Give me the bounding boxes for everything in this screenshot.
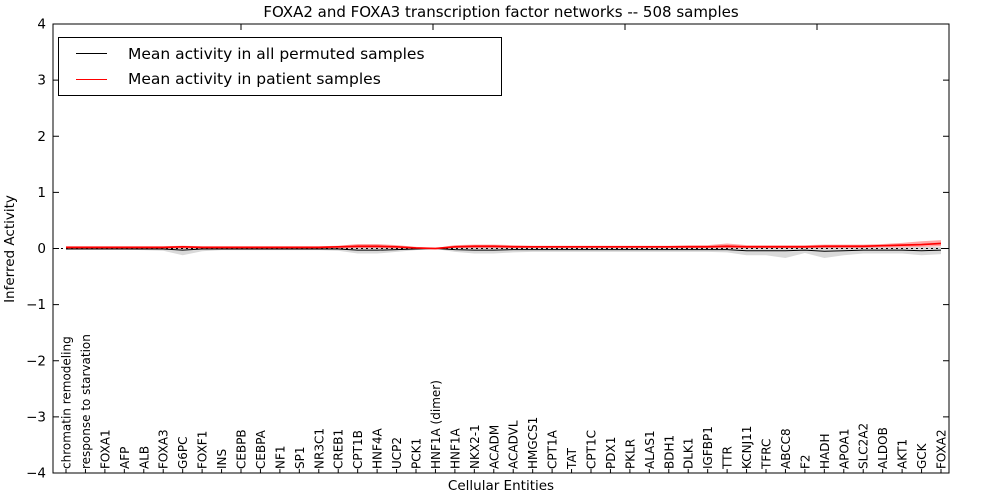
x-tick-label: NF1 — [273, 445, 287, 469]
y-tick-label: −2 — [26, 353, 46, 369]
x-tick-label: ALB — [137, 446, 151, 469]
x-tick-label: SP1 — [293, 447, 307, 470]
patient-mean-line — [66, 242, 942, 250]
x-tick-label: AKT1 — [896, 439, 910, 469]
x-tick-label: SLC2A2 — [857, 423, 871, 469]
x-tick-label: TFRC — [760, 439, 774, 470]
x-tick-label: response to starvation — [79, 334, 93, 469]
chart-title: FOXA2 and FOXA3 transcription factor net… — [263, 3, 739, 21]
x-tick-label: HNF4A — [371, 427, 385, 469]
x-tick-label: PCK1 — [410, 438, 424, 469]
x-tick-label: TTR — [721, 446, 735, 470]
x-tick-label: ACADM — [487, 425, 501, 469]
y-axis-label: Inferred Activity — [2, 195, 18, 303]
legend-label: Mean activity in all permuted samples — [128, 44, 425, 63]
x-tick-label: KCNJ11 — [740, 426, 754, 469]
x-tick-label: CEBPA — [254, 429, 268, 469]
permuted-mean-line — [66, 247, 942, 252]
legend-line-sample-black — [76, 53, 107, 55]
legend-item-permuted: Mean activity in all permuted samples — [59, 42, 501, 66]
legend-line-sample-red — [76, 78, 107, 80]
x-tick-label: CPT1A — [546, 429, 560, 469]
y-tick-label: −4 — [26, 466, 46, 482]
x-tick-label: HNF1A — [448, 427, 462, 469]
y-tick-label: 3 — [37, 73, 46, 89]
x-tick-label: IGFBP1 — [701, 426, 715, 469]
x-tick-label: FOXA1 — [98, 429, 112, 469]
legend-label: Mean activity in patient samples — [128, 70, 381, 89]
x-tick-label: TAT — [565, 447, 579, 470]
y-tick-label: −1 — [26, 297, 46, 313]
x-tick-label: FOXF1 — [196, 431, 210, 469]
x-tick-label: HMGCS1 — [526, 417, 540, 469]
x-tick-label: CREB1 — [332, 429, 346, 469]
x-tick-label: BDH1 — [662, 435, 676, 469]
x-tick-label: NR3C1 — [312, 428, 326, 469]
y-tick-label: 0 — [37, 241, 46, 257]
x-tick-label: FOXA3 — [157, 429, 171, 469]
x-tick-label: ALAS1 — [643, 430, 657, 469]
x-tick-label: CPT1C — [585, 430, 599, 469]
x-tick-label: G6PC — [176, 436, 190, 469]
x-tick-label: HNF1A (dimer) — [429, 380, 443, 469]
y-tick-label: 2 — [37, 129, 46, 145]
y-tick-label: 1 — [37, 185, 46, 201]
x-tick-label: CEBPB — [235, 429, 249, 469]
x-tick-label: CPT1B — [351, 430, 365, 469]
legend: Mean activity in all permuted samples Me… — [58, 37, 502, 96]
x-tick-label: ALDOB — [876, 427, 890, 469]
x-tick-label: ABCC8 — [779, 428, 793, 469]
x-tick-label: chromatin remodeling — [60, 336, 74, 469]
x-tick-label: PKLR — [623, 439, 637, 469]
x-tick-label: F2 — [798, 454, 812, 469]
x-tick-label: PDX1 — [604, 437, 618, 469]
legend-item-patient: Mean activity in patient samples — [59, 67, 501, 91]
x-tick-label: FOXA2 — [935, 429, 949, 469]
x-tick-label: HADH — [818, 434, 832, 470]
x-tick-label: APOA1 — [837, 428, 851, 469]
x-tick-label: AFP — [118, 447, 132, 469]
x-tick-label: DLK1 — [682, 438, 696, 469]
x-tick-label: ACADVL — [507, 420, 521, 469]
y-tick-label: −3 — [26, 409, 46, 425]
x-tick-label: GCK — [915, 442, 929, 469]
y-tick-label: 4 — [37, 17, 46, 33]
x-axis-label: Cellular Entities — [447, 478, 555, 494]
x-tick-label: NKX2-1 — [468, 424, 482, 469]
x-tick-label: INS — [215, 449, 229, 469]
x-tick-label: UCP2 — [390, 437, 404, 469]
